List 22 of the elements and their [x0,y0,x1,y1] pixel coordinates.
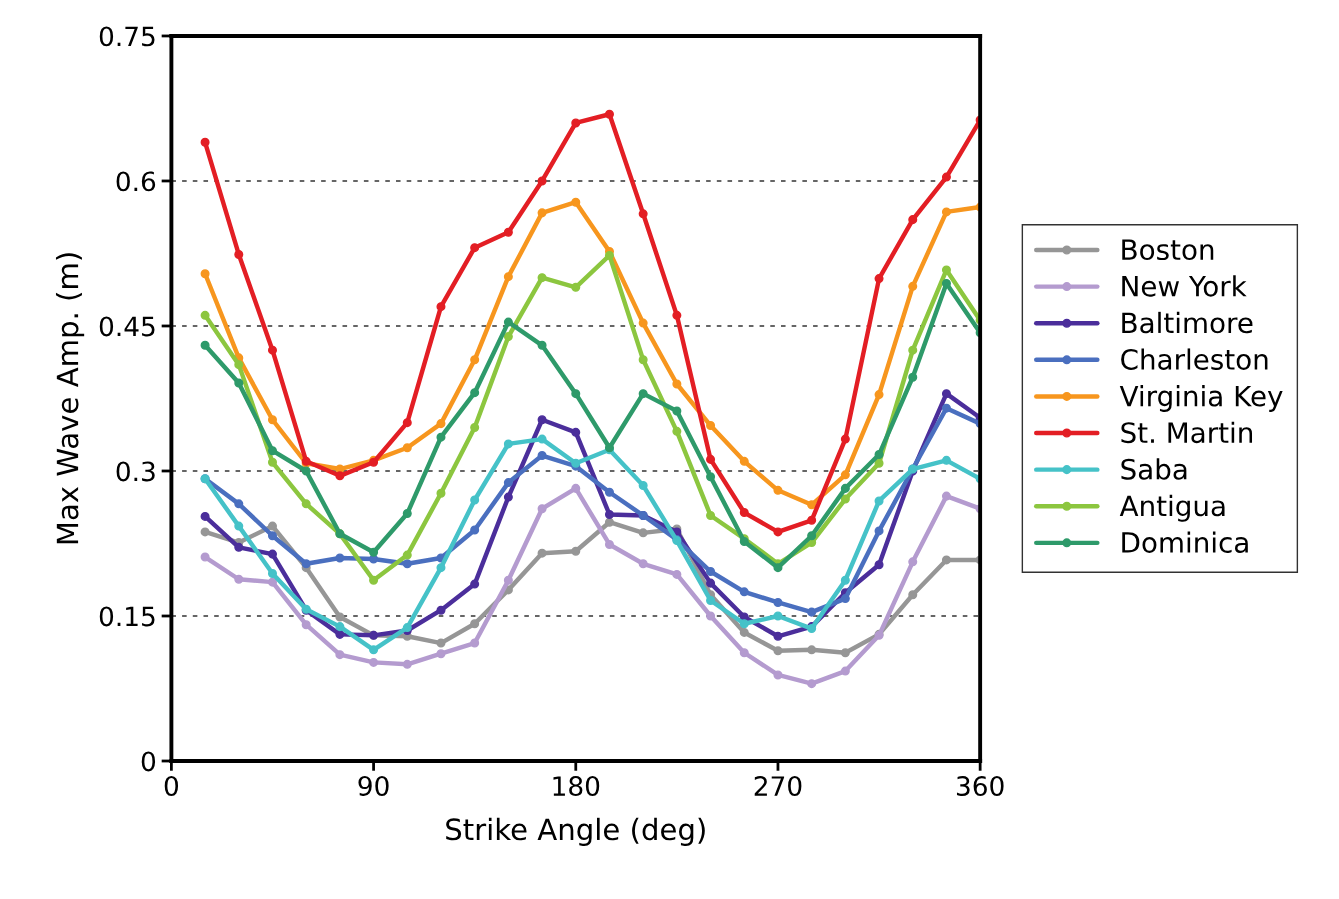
x-tick-label: 90 [358,776,389,797]
legend-label: Charleston [1121,348,1268,370]
x-axis-title: Strike Angle (deg) [446,817,705,847]
x-tick-label: 0 [164,776,179,797]
y-tick-label: 0.75 [99,26,155,47]
y-axis-title: Max Wave Amp. (m) [55,253,85,544]
legend-label: Baltimore [1122,311,1253,334]
x-tick-label: 180 [553,776,600,797]
legend-label: Antigua [1119,494,1225,522]
legend-label: New York [1122,275,1247,297]
x-tick-label: 360 [956,776,1004,797]
y-tick-label: 0.45 [99,316,155,337]
legend-label: Dominica [1122,531,1248,553]
legend-label: Boston [1122,239,1214,261]
legend-label: St. Martin [1121,421,1253,444]
y-tick-label: 0.15 [99,606,155,627]
y-tick-label: 0.6 [116,171,156,192]
y-tick-label: 0 [141,751,156,772]
y-tick-label: 0.3 [116,461,155,482]
legend-label: Virginia Key [1119,385,1283,412]
legend-label: Saba [1121,458,1187,480]
x-tick-label: 270 [754,776,802,797]
